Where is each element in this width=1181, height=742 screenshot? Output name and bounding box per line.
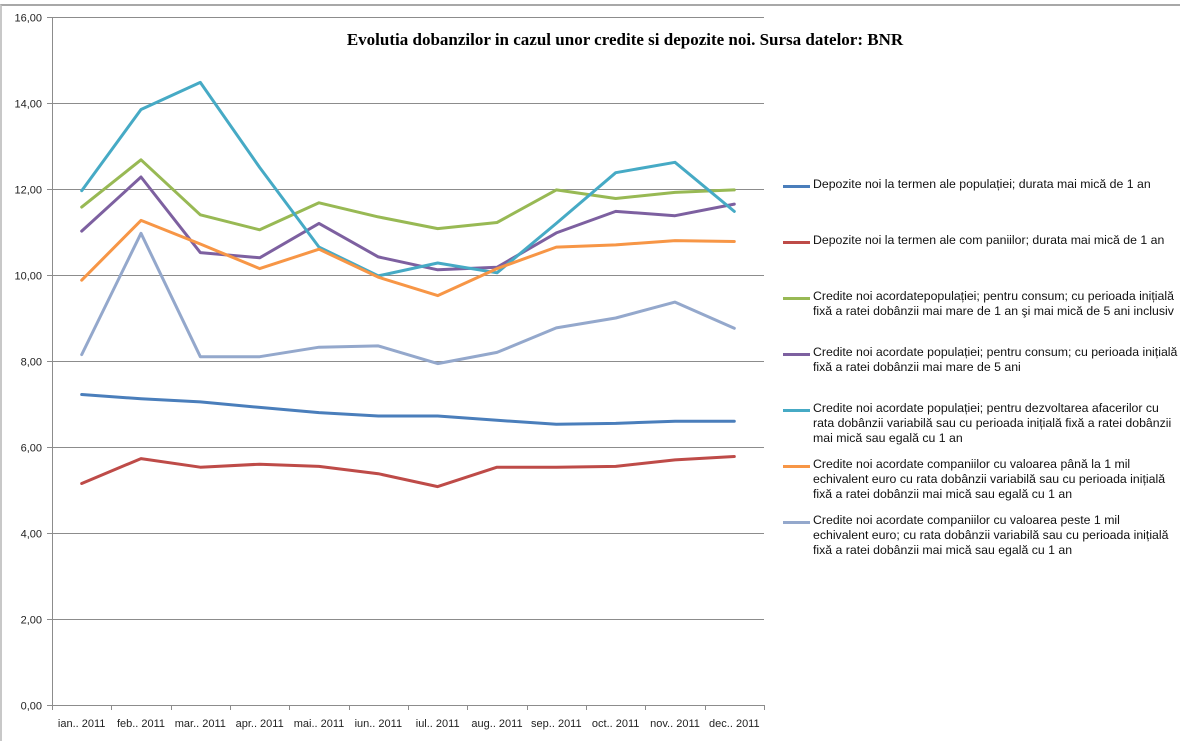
legend-item: Credite noi acordatepopulației; pentru c… (783, 289, 1178, 319)
legend-label: Credite noi acordate companiilor cu valo… (813, 457, 1166, 501)
axes: 0,00 2,00 4,00 6,00 8,00 10,00 12,00 14,00 16,00… (14, 13, 765, 730)
series-line-7 (80, 231, 736, 366)
y-tick-label: 14,00 (14, 99, 42, 111)
legend-item: Credite noi acordate populației; pentru … (783, 401, 1178, 446)
series-line-3 (80, 158, 736, 232)
series-line-2 (80, 455, 736, 489)
x-tick-label: ian.. 2011 (58, 718, 106, 730)
legend-item: Depozite noi la termen ale com paniilor;… (783, 233, 1178, 248)
y-tick-label: 2,00 (21, 615, 42, 627)
series-line-6 (80, 218, 736, 298)
x-tick-label: feb.. 2011 (117, 718, 165, 730)
legend-label: Depozite noi la termen ale populației; d… (813, 177, 1151, 191)
x-tick-label: dec.. 2011 (709, 718, 760, 730)
legend-swatch (783, 353, 810, 356)
y-tick-label: 0,00 (21, 701, 42, 713)
legend-label: Credite noi acordatepopulației; pentru c… (813, 289, 1174, 318)
legend-swatch (783, 241, 810, 244)
series-lines (80, 80, 736, 489)
legend-label: Depozite noi la termen ale com paniilor;… (813, 233, 1165, 247)
gridlines (52, 17, 764, 620)
y-tick-label: 4,00 (21, 529, 42, 541)
legend-item: Credite noi acordate companiilor cu valo… (783, 457, 1178, 502)
legend-swatch (783, 465, 810, 468)
x-tick-label: iul.. 2011 (416, 718, 460, 730)
series-line-5 (80, 80, 736, 278)
x-tick-label: apr.. 2011 (236, 718, 284, 730)
legend-swatch (783, 297, 810, 300)
legend-label: Credite noi acordate populației; pentru … (813, 401, 1172, 445)
series-line-1 (80, 393, 736, 426)
x-tick-label: aug.. 2011 (471, 718, 522, 730)
chart-title: Evolutia dobanzilor in cazul unor credit… (347, 30, 904, 49)
x-tick-label: iun.. 2011 (355, 718, 403, 730)
y-tick-label: 10,00 (14, 271, 42, 283)
chart-frame (0, 4, 1180, 741)
legend-label: Credite noi acordate companiilor cu valo… (813, 513, 1169, 557)
x-tick-label: oct.. 2011 (592, 718, 640, 730)
legend-swatch (783, 409, 810, 412)
legend-item: Credite noi acordate companiilor cu valo… (783, 513, 1178, 558)
y-tick-label: 16,00 (14, 13, 42, 25)
legend-swatch (783, 185, 810, 188)
x-tick-label: mai.. 2011 (294, 718, 345, 730)
legend-item: Credite noi acordate populației; pentru … (783, 345, 1178, 375)
y-tick-label: 8,00 (21, 357, 42, 369)
y-tick-label: 6,00 (21, 443, 42, 455)
x-tick-label: nov.. 2011 (650, 718, 700, 730)
legend-swatch (783, 521, 810, 524)
legend-label: Credite noi acordate populației; pentru … (813, 345, 1178, 374)
y-tick-label: 12,00 (14, 185, 42, 197)
x-tick-label: sep.. 2011 (531, 718, 582, 730)
x-tick-label: mar.. 2011 (175, 718, 226, 730)
legend-item: Depozite noi la termen ale populației; d… (783, 177, 1178, 192)
